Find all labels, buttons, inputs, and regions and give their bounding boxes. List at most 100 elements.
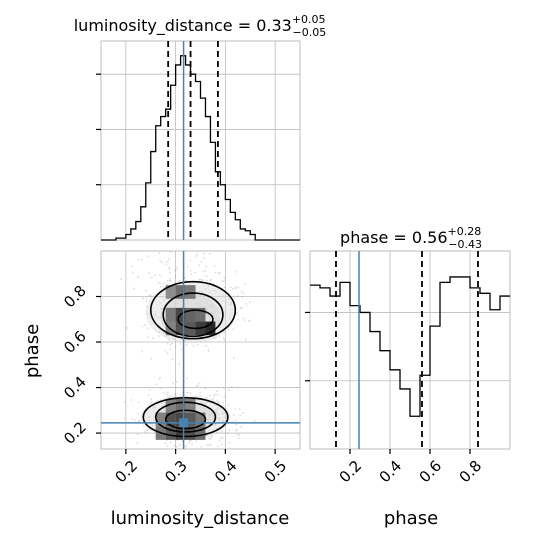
sample-dot [216,431,219,434]
sample-dot [231,308,233,311]
y-tick-label: 0.8 [60,282,90,312]
sample-dot [200,278,202,281]
sample-dot [213,337,216,340]
x-tick-labels: 0.2 0.4 0.6 0.8 [336,449,485,486]
density-contour [154,401,217,433]
sample-dot [137,276,140,278]
sample-dot [232,328,235,331]
sample-dot [168,279,171,282]
density-cell [165,307,176,322]
sample-dot [167,258,170,261]
sample-dot [223,339,226,341]
sample-dot [237,386,240,389]
sample-dot [215,414,218,417]
sample-dot [160,402,163,404]
sample-dot [185,444,188,447]
sample-dot [171,342,173,345]
sample-dot [218,413,220,416]
sample-dot [154,406,157,409]
sample-dot [166,342,169,345]
sample-dot [232,287,234,290]
sample-dot [158,252,161,255]
luminosity-distance-title: luminosity_distance = 0.33+0.05 −0.05 [74,13,327,39]
histogram-step-line [310,276,510,417]
sample-dot [217,272,220,274]
density-cell [185,285,196,299]
sample-dot [232,414,235,416]
density-cell [175,426,186,440]
sample-dot [237,286,240,289]
sample-dot [218,295,221,298]
sample-dot [179,343,182,345]
sample-dot [170,250,173,253]
sample-dot [229,303,232,306]
panel-grid [310,251,510,449]
sample-dot [189,259,192,262]
sample-dot [215,408,218,411]
density-cell [165,426,176,440]
sample-dot [174,276,177,279]
sample-dot [213,265,216,268]
sample-dot [198,264,201,267]
sample-dot [144,289,147,292]
sample-dot [220,443,223,446]
sample-dot [195,255,198,257]
sample-dot [131,271,134,274]
sample-dot [217,401,220,403]
phase-y-axis-label: phase [22,324,43,378]
sample-dot [206,444,209,446]
sample-dot [207,437,210,440]
sample-dot [172,337,175,339]
y-tick-label: 0.4 [60,373,90,403]
sample-dot [146,313,148,315]
sample-dot [169,348,171,351]
sample-dot [184,446,187,449]
sample-dot [153,431,156,434]
sample-dot [196,343,199,346]
sample-dot [175,380,178,383]
sample-dot [223,280,225,282]
sample-dot [238,433,241,436]
sample-dot [243,319,246,322]
sample-dot [218,416,221,419]
sample-dot [168,396,170,399]
sample-dot [217,402,220,404]
sample-dot [234,287,237,290]
sample-dot [151,337,154,340]
sample-dot [207,297,210,299]
density-cell [195,412,206,427]
sample-dot [225,416,228,419]
luminosity-distance-marginal-panel: luminosity_distance = 0.33+0.05 −0.05 [74,13,327,241]
sample-dot [208,435,211,438]
sample-dot [227,404,230,407]
sample-dot [204,288,207,290]
sample-dot [148,388,151,391]
luminosity-distance-x-axis-label: luminosity_distance [111,508,290,529]
sample-dot [159,259,162,262]
sample-dot [235,423,238,426]
sample-dot [208,252,211,255]
sample-dot [206,434,209,437]
sample-dot [146,327,149,330]
sample-dot [173,281,176,284]
sample-dot [161,261,164,263]
sample-dot [158,335,160,338]
sample-dot [230,301,233,304]
sample-dot [208,444,211,447]
sample-dot [234,270,237,273]
panel-frame [100,250,301,450]
sample-dot [198,382,201,385]
sample-dot [222,294,225,296]
sample-dot [142,297,145,300]
phase-marginal-panel: 0.2 0.4 0.6 0.8 phase = 0.56+0.28 −0.43 phas… [305,225,511,529]
sample-dot [153,405,156,408]
sample-dot [146,429,149,432]
sample-dot [134,419,137,422]
sample-dot [179,280,181,283]
sample-dot [126,327,128,329]
density-cell [185,426,196,440]
sample-dot [164,442,167,445]
sample-dot [205,275,208,278]
sample-dot [166,279,169,282]
sample-dot [159,376,162,379]
